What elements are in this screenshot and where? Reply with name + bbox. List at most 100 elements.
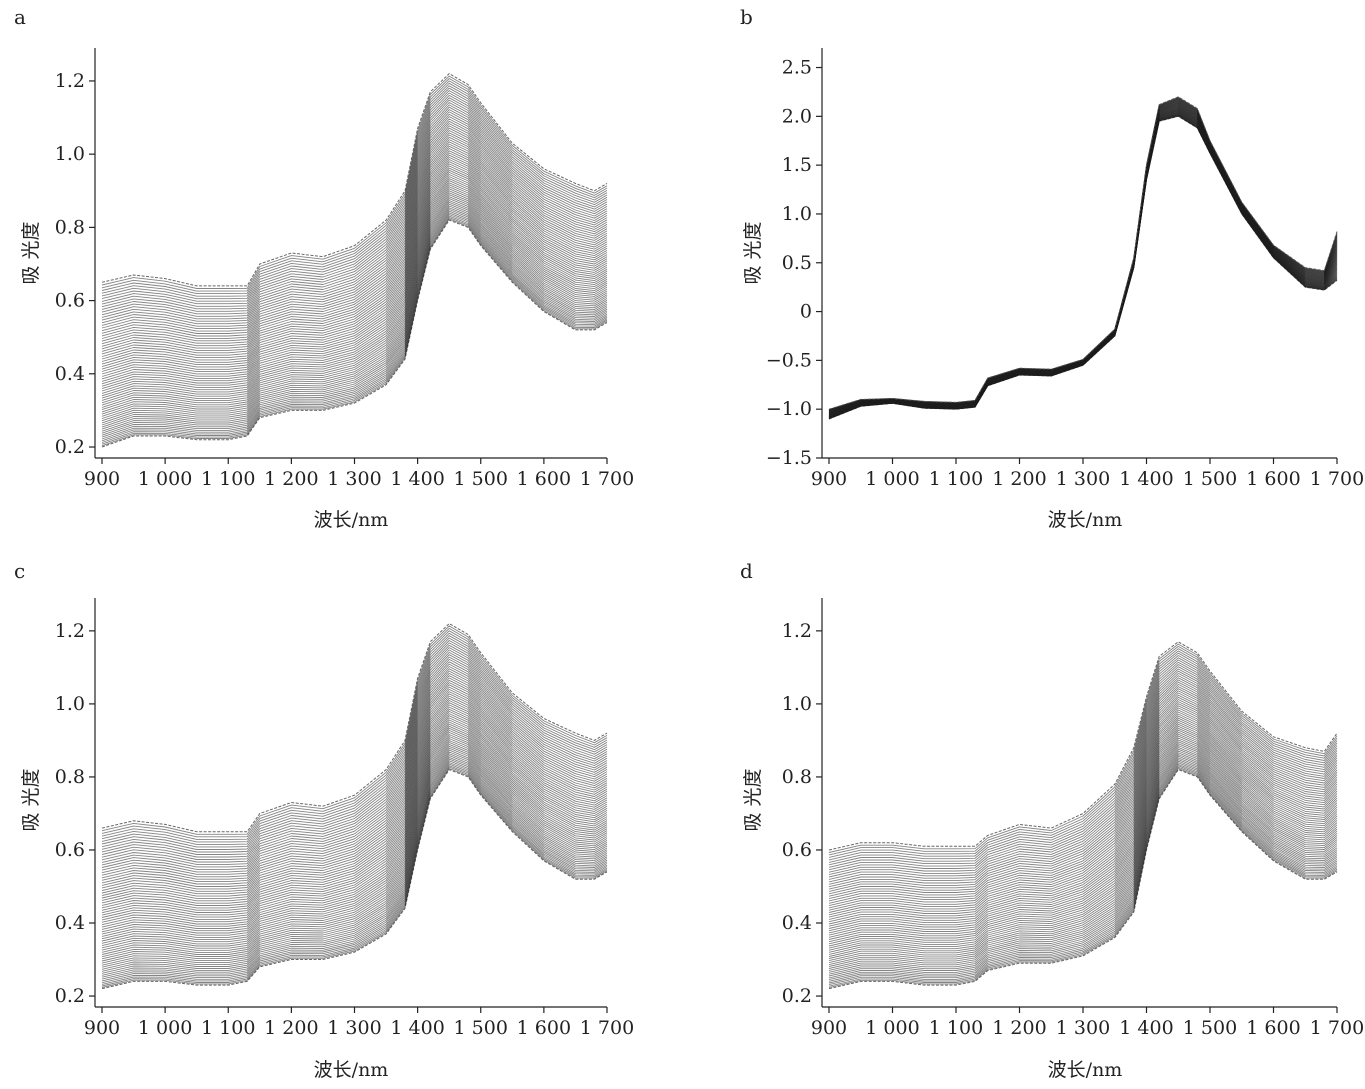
spectra-curves-d xyxy=(828,641,1338,990)
y-tick-label: 2.0 xyxy=(782,105,812,127)
spectrum-line xyxy=(828,731,1338,949)
spectrum-line xyxy=(101,751,608,970)
spectrum-line xyxy=(101,663,608,875)
spectrum-line xyxy=(101,130,608,347)
spectrum-line xyxy=(828,655,1338,866)
spectrum-line xyxy=(828,733,1338,951)
spectrum-line xyxy=(101,109,608,325)
spectrum-line xyxy=(101,688,608,902)
spectrum-line xyxy=(101,127,608,345)
spectrum-line xyxy=(828,672,1338,885)
panel-c: c 0.2 0.4 0.6 0.8 1.0 1.2 900 1 000 1 100 1 200 1… xyxy=(14,559,634,1081)
spectrum-line xyxy=(101,141,608,360)
spectrum-line xyxy=(828,664,1338,876)
spectrum-line xyxy=(101,627,608,838)
panel-b: b −1.5 −1.0 −0.5 0 0.5 1.0 1.5 2.0 2.5 900 1 000 1… xyxy=(740,5,1364,531)
spectrum-line xyxy=(101,165,608,387)
spectrum-line xyxy=(101,145,608,365)
x-ticks-b: 900 1 000 1 100 1 200 1 300 1 400 1 500 1 600 1 … xyxy=(811,458,1364,490)
spectrum-line xyxy=(101,152,608,372)
y-tick-label: 0.5 xyxy=(782,252,812,274)
spectrum-line xyxy=(101,656,608,868)
spectrum-line xyxy=(101,85,608,300)
spectrum-line xyxy=(101,719,608,935)
spectrum-line xyxy=(101,729,608,947)
spectrum-line xyxy=(828,112,1338,418)
spectrum-line xyxy=(101,731,608,949)
y-tick-label: 0.2 xyxy=(782,985,812,1007)
spectrum-line xyxy=(101,210,608,438)
x-axis-title-d: 波长/nm xyxy=(1048,1059,1123,1081)
spectrum-line xyxy=(101,73,608,287)
y-axis-title-d: 吸 光度 xyxy=(742,768,764,831)
spectrum-line xyxy=(828,668,1338,880)
spectrum-line xyxy=(101,218,608,447)
x-tick-label: 900 xyxy=(811,468,847,490)
spectrum-line xyxy=(101,753,608,972)
spectrum-line xyxy=(101,120,608,337)
spectrum-line xyxy=(101,203,608,430)
spectrum-line xyxy=(101,154,608,375)
x-ticks-d: 900 1 000 1 100 1 200 1 300 1 400 1 500 1 600 1 … xyxy=(811,1007,1364,1039)
spectrum-line xyxy=(101,174,608,397)
spectrum-line xyxy=(828,686,1338,900)
spectrum-line xyxy=(828,715,1338,932)
x-tick-label: 1 600 xyxy=(1246,468,1300,490)
spectrum-line xyxy=(101,150,608,370)
spectrum-line xyxy=(101,693,608,906)
y-ticks-d: 0.2 0.4 0.6 0.8 1.0 1.2 xyxy=(782,620,822,1007)
spectrum-line xyxy=(101,702,608,916)
spectrum-line xyxy=(101,136,608,355)
spectrum-line xyxy=(101,704,608,918)
spectrum-line xyxy=(828,723,1338,940)
spectrum-line xyxy=(828,114,1338,419)
spectrum-line xyxy=(101,102,608,317)
spectrum-line xyxy=(101,741,608,960)
spectrum-line xyxy=(828,690,1338,904)
x-tick-label: 900 xyxy=(811,1017,847,1039)
spectrum-line xyxy=(101,214,608,442)
x-tick-label: 1 200 xyxy=(264,1017,318,1039)
y-tick-label: 1.2 xyxy=(55,620,85,642)
spectrum-line xyxy=(101,682,608,895)
spectrum-line xyxy=(101,745,608,964)
spectrum-line xyxy=(101,178,608,401)
spectrum-line xyxy=(828,681,1338,895)
spectrum-line xyxy=(101,111,608,327)
spectrum-line xyxy=(828,748,1338,967)
y-tick-label: 0.6 xyxy=(55,290,85,312)
spectrum-line xyxy=(828,103,1338,413)
spectrum-line xyxy=(101,743,608,962)
spectrum-line xyxy=(101,92,608,307)
spectrum-line xyxy=(101,201,608,428)
spectrum-line xyxy=(828,692,1338,907)
x-tick-label: 1 100 xyxy=(201,468,255,490)
spectrum-line xyxy=(828,670,1338,883)
spectrum-line xyxy=(828,111,1338,418)
x-tick-label: 900 xyxy=(84,1017,120,1039)
spectrum-line xyxy=(101,75,608,289)
spectrum-line xyxy=(101,763,608,984)
x-axis-title-a: 波长/nm xyxy=(314,509,389,531)
spectrum-line xyxy=(101,734,608,951)
spectrum-line xyxy=(101,637,608,848)
spectrum-line xyxy=(101,666,608,878)
x-tick-label: 1 400 xyxy=(390,468,444,490)
x-tick-label: 1 600 xyxy=(1246,1017,1300,1039)
spectrum-line xyxy=(828,717,1338,934)
spectrum-line xyxy=(101,675,608,887)
x-tick-label: 1 300 xyxy=(327,1017,381,1039)
spectrum-line xyxy=(828,688,1338,902)
spectrum-line xyxy=(101,113,608,330)
spectrum-line xyxy=(101,190,608,415)
spectrum-line xyxy=(101,758,608,978)
spectrum-line xyxy=(101,125,608,342)
spectrum-line xyxy=(101,82,608,297)
spectrum-line xyxy=(101,670,608,883)
spectrum-line xyxy=(828,115,1338,420)
spectrum-line xyxy=(828,103,1338,414)
x-tick-label: 1 200 xyxy=(264,468,318,490)
spectrum-line xyxy=(101,161,608,382)
spectrum-line xyxy=(828,112,1338,418)
